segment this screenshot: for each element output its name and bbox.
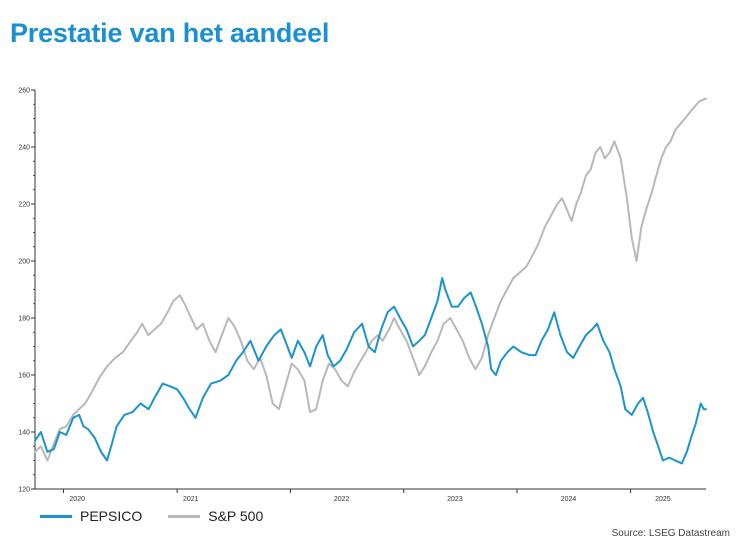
chart-series xyxy=(34,97,707,465)
x-tick-label: 2024 xyxy=(561,496,577,503)
legend-item-pepsico: PEPSICO xyxy=(40,508,142,524)
legend-label-pepsico: PEPSICO xyxy=(80,508,143,524)
y-tick-label: 120 xyxy=(18,487,30,494)
y-tick-label: 200 xyxy=(18,259,30,266)
page-title: Prestatie van het aandeel xyxy=(10,18,330,48)
y-tick-label: 240 xyxy=(18,145,30,152)
x-tick-label: 2021 xyxy=(183,496,199,503)
source-note: Source: LSEG Datastream xyxy=(611,528,730,539)
legend-label-sp500: S&P 500 xyxy=(208,508,264,524)
y-tick-label: 260 xyxy=(18,88,30,95)
y-tick-label: 140 xyxy=(18,430,30,437)
y-tick-label: 220 xyxy=(18,202,30,209)
chart-legend: PEPSICO S&P 500 xyxy=(40,508,289,524)
legend-swatch-pepsico xyxy=(40,514,72,518)
x-tick-label: 2023 xyxy=(447,496,463,503)
y-tick-label: 180 xyxy=(18,316,30,323)
legend-item-sp500: S&P 500 xyxy=(168,508,263,524)
series-line-pepsico xyxy=(34,277,707,465)
x-tick-label: 2020 xyxy=(69,496,85,503)
legend-swatch-sp500 xyxy=(168,514,201,518)
x-tick-label: 2022 xyxy=(334,496,350,503)
y-tick-label: 160 xyxy=(18,373,30,380)
x-tick-label: 2025 xyxy=(655,496,671,503)
series-line-s-p-500 xyxy=(34,97,707,462)
chart-axes: 120 140 160 180 200 220 240 260 2020 2021 2022 2023… xyxy=(18,88,706,503)
